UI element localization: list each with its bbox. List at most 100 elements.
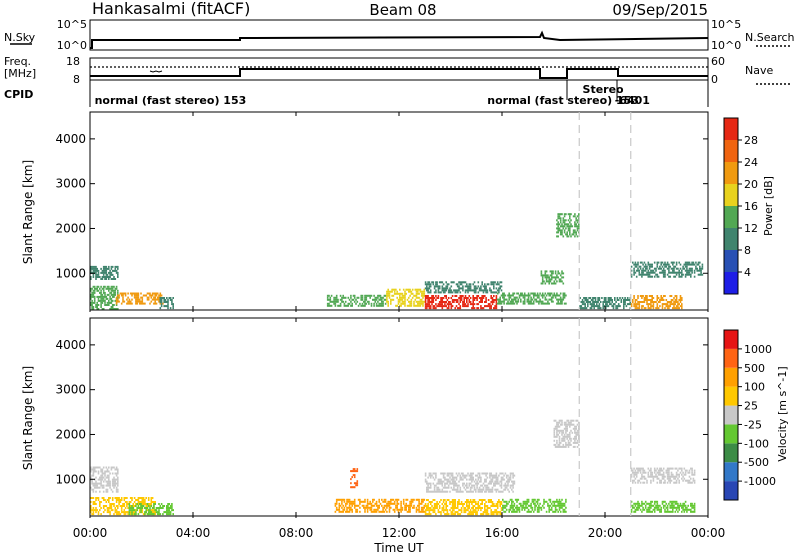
- velocity-cell: [351, 500, 353, 503]
- velocity-cell: [463, 476, 465, 479]
- power-cell: [390, 298, 392, 301]
- power-cell: [650, 295, 652, 297]
- velocity-cell: [635, 467, 638, 470]
- velocity-cell: [131, 511, 133, 514]
- power-cell: [638, 301, 641, 303]
- velocity-cell: [122, 505, 124, 507]
- velocity-cell: [666, 481, 669, 484]
- velocity-cell: [659, 510, 661, 513]
- velocity-cell: [92, 484, 95, 487]
- velocity-cell: [509, 476, 512, 479]
- velocity-cell: [633, 510, 635, 513]
- power-cell: [159, 294, 162, 297]
- power-cell: [539, 298, 541, 301]
- velocity-cell: [92, 472, 95, 475]
- power-cell: [518, 296, 521, 299]
- velocity-cell: [634, 477, 637, 480]
- power-cell: [511, 298, 513, 301]
- velocity-cell: [171, 509, 173, 512]
- power-cell: [679, 305, 682, 308]
- velocity-cell: [469, 472, 472, 475]
- power-cell: [578, 223, 580, 226]
- power-cell: [473, 289, 476, 292]
- nsearch-label: N.Search: [745, 31, 795, 44]
- velocity-cell: [156, 507, 159, 509]
- velocity-cell: [570, 437, 572, 440]
- velocity-cell: [409, 506, 411, 509]
- power-cell: [435, 283, 437, 286]
- velocity-cell: [356, 504, 359, 507]
- velocity-cell: [455, 482, 458, 485]
- power-cell: [512, 302, 514, 305]
- velocity-cell: [135, 503, 137, 505]
- power-cell: [493, 307, 495, 310]
- power-cell: [459, 295, 462, 297]
- power-cell: [570, 225, 572, 228]
- velocity-cell: [490, 501, 492, 503]
- power-cell: [365, 296, 368, 299]
- velocity-cell: [361, 500, 364, 503]
- velocity-cell: [516, 498, 518, 501]
- power-cell: [674, 299, 677, 301]
- power-cell: [532, 300, 535, 303]
- power-cell: [612, 303, 615, 306]
- power-cell: [115, 304, 118, 306]
- velocity-cell: [665, 471, 668, 474]
- power-cell: [646, 297, 648, 299]
- velocity-cell: [113, 478, 115, 481]
- velocity-cell: [677, 506, 679, 509]
- power-cell: [164, 299, 167, 301]
- velocity-cell: [688, 508, 691, 511]
- velocity-cell: [359, 498, 361, 501]
- velocity-cell: [420, 498, 423, 501]
- power-cell: [480, 301, 482, 303]
- power-cell: [601, 297, 603, 299]
- power-cell: [641, 297, 643, 299]
- power-cell: [473, 303, 476, 306]
- velocity-cell: [656, 477, 659, 480]
- velocity-cell: [691, 469, 693, 472]
- velocity-cell: [113, 482, 115, 485]
- power-cell: [611, 299, 613, 301]
- power-cell: [615, 305, 617, 308]
- power-cell: [387, 290, 389, 293]
- power-cell: [516, 302, 518, 305]
- velocity-cell: [341, 500, 343, 503]
- velocity-y-tick: 3000: [55, 383, 86, 397]
- velocity-cell: [422, 506, 424, 509]
- velocity-cell: [433, 478, 436, 481]
- velocity-cell: [437, 480, 440, 483]
- power-cell: [565, 233, 567, 236]
- velocity-cell: [639, 481, 642, 484]
- velocity-cell: [493, 513, 495, 516]
- velocity-cell: [444, 472, 446, 475]
- power-cell: [92, 295, 95, 298]
- velocity-cell: [344, 504, 347, 507]
- power-cell: [544, 282, 547, 285]
- power-cell: [635, 303, 638, 306]
- velocity-cell: [490, 480, 492, 483]
- power-cell: [427, 287, 429, 290]
- power-cell: [469, 283, 472, 286]
- velocity-cell: [126, 501, 128, 503]
- velocity-cell: [440, 513, 442, 516]
- power-cell: [633, 269, 635, 272]
- power-cell: [623, 305, 625, 308]
- velocity-cell: [650, 504, 652, 507]
- velocity-cell: [643, 471, 646, 474]
- power-cell: [450, 289, 453, 292]
- power-cell: [410, 302, 413, 305]
- velocity-cell: [637, 471, 639, 474]
- power-cell: [679, 267, 682, 270]
- power-cell: [562, 227, 565, 230]
- power-cell: [559, 298, 562, 301]
- velocity-cell: [656, 481, 659, 484]
- power-cell: [399, 304, 401, 307]
- power-cell: [123, 300, 126, 303]
- velocity-cell: [478, 507, 481, 509]
- velocity-cell: [348, 504, 351, 507]
- velocity-cell: [438, 478, 441, 481]
- velocity-cell: [93, 484, 96, 487]
- velocity-cell: [424, 511, 427, 514]
- velocity-cell: [473, 488, 476, 491]
